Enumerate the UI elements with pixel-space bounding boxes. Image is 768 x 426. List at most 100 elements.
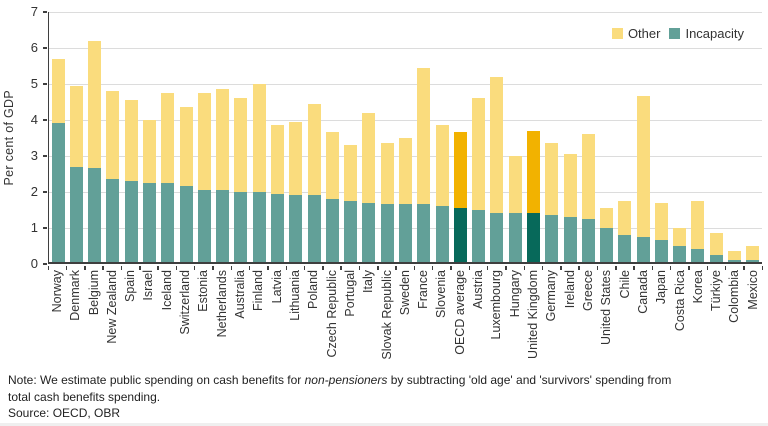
- x-label-latvia: Latvia: [269, 270, 284, 304]
- x-label-cell-oecd-average: OECD average: [451, 270, 469, 372]
- segment-incapacity-korea: [691, 249, 705, 262]
- x-label-cell-estonia: Estonia: [195, 270, 213, 372]
- x-label-korea: Korea: [690, 270, 705, 304]
- x-label-cell-luxembourg: Luxembourg: [488, 270, 506, 372]
- bar-slot-sweden: [396, 12, 414, 262]
- segment-incapacity-belgium: [88, 168, 102, 262]
- segment-other-slovak-republic: [380, 143, 394, 205]
- bar-slot-korea: [689, 12, 707, 262]
- segment-incapacity-estonia: [197, 190, 211, 262]
- x-label-cell-poland: Poland: [304, 270, 322, 372]
- x-tick-mark-33: [651, 266, 654, 270]
- bar-slot-lithuania: [287, 12, 305, 262]
- segment-incapacity-new-zealand: [106, 179, 120, 262]
- bar-slot-colombia: [725, 12, 743, 262]
- x-tick-mark-11: [248, 266, 251, 270]
- y-tick-mark-3: [43, 155, 47, 157]
- bar-t-rkiye: [709, 233, 723, 262]
- x-label-netherlands: Netherlands: [214, 270, 229, 338]
- x-tick-mark-1: [65, 266, 68, 270]
- x-label-cell-norway: Norway: [48, 270, 66, 372]
- segment-other-ireland: [563, 154, 577, 217]
- y-tick-label-5: 5: [30, 76, 38, 91]
- segment-other-t-rkiye: [709, 233, 723, 255]
- x-label-israel: Israel: [141, 270, 156, 301]
- bar-slot-belgium: [86, 12, 104, 262]
- legend-swatch-incapacity-icon: [669, 28, 681, 39]
- x-label-cell-france: France: [414, 270, 432, 372]
- x-label-cell-united-kingdom: United Kingdom: [524, 270, 542, 372]
- legend-label-other: Other: [627, 26, 661, 41]
- bar-austria: [472, 98, 486, 262]
- x-tick-mark-21: [431, 266, 434, 270]
- bar-latvia: [271, 125, 285, 262]
- x-label-cell-sweden: Sweden: [396, 270, 414, 372]
- x-label-finland: Finland: [251, 270, 266, 311]
- segment-incapacity-chile: [618, 235, 632, 262]
- segment-other-portugal: [344, 145, 358, 201]
- gridline-6: [49, 48, 762, 49]
- segment-incapacity-france: [417, 204, 431, 262]
- segment-incapacity-switzerland: [179, 186, 193, 262]
- bar-slot-mexico: [744, 12, 762, 262]
- segment-other-norway: [51, 58, 65, 124]
- x-label-cell-hungary: Hungary: [506, 270, 524, 372]
- segment-incapacity-costa-rica: [673, 245, 687, 262]
- x-tick-mark-37: [724, 266, 727, 270]
- segment-other-luxembourg: [490, 76, 504, 214]
- x-label-oecd-average: OECD average: [452, 270, 467, 355]
- bar-france: [417, 67, 431, 262]
- bar-colombia: [728, 251, 742, 262]
- segment-incapacity-t-rkiye: [709, 254, 723, 262]
- segment-incapacity-slovenia: [435, 206, 449, 262]
- legend-item-other: Other: [611, 26, 661, 41]
- segment-other-estonia: [197, 92, 211, 190]
- legend-swatch-other-icon: [611, 28, 623, 39]
- x-label-cell-portugal: Portugal: [341, 270, 359, 372]
- bar-slot-new-zealand: [104, 12, 122, 262]
- segment-other-spain: [124, 100, 138, 181]
- plot-area: Other Incapacity: [48, 12, 762, 264]
- x-label-greece: Greece: [580, 270, 595, 311]
- x-label-cell-australia: Australia: [231, 270, 249, 372]
- segment-incapacity-united-states: [600, 227, 614, 262]
- segment-incapacity-lithuania: [289, 195, 303, 262]
- segment-other-france: [417, 67, 431, 205]
- x-tick-mark-19: [395, 266, 397, 270]
- bottom-edge-strip: [0, 423, 768, 426]
- bar-slot-slovak-republic: [378, 12, 396, 262]
- bar-oecd-average: [453, 132, 467, 262]
- x-label-luxembourg: Luxembourg: [489, 270, 504, 340]
- bar-slot-chile: [616, 12, 634, 262]
- x-tick-mark-29: [578, 266, 580, 270]
- segment-incapacity-denmark: [69, 166, 83, 262]
- bar-portugal: [344, 145, 358, 262]
- gridline-4: [49, 120, 762, 121]
- segment-incapacity-norway: [51, 123, 65, 262]
- bar-slot-ireland: [561, 12, 579, 262]
- segment-incapacity-spain: [124, 181, 138, 262]
- bar-lithuania: [289, 121, 303, 262]
- bar-japan: [654, 202, 668, 262]
- bar-belgium: [88, 40, 102, 262]
- x-label-japan: Japan: [654, 270, 669, 305]
- bar-luxembourg: [490, 76, 504, 262]
- x-label-hungary: Hungary: [507, 270, 522, 318]
- y-tick-label-3: 3: [30, 148, 38, 163]
- segment-other-colombia: [728, 251, 742, 261]
- x-label-cell-belgium: Belgium: [85, 270, 103, 372]
- bar-slot-japan: [652, 12, 670, 262]
- bar-slot-united-kingdom: [524, 12, 542, 262]
- x-tick-mark-14: [303, 266, 306, 270]
- bar-slot-greece: [579, 12, 597, 262]
- x-label-united-kingdom: United Kingdom: [526, 270, 541, 359]
- bar-estonia: [197, 92, 211, 262]
- segment-incapacity-japan: [654, 240, 668, 262]
- x-label-chile: Chile: [617, 270, 632, 299]
- segment-other-poland: [307, 103, 321, 196]
- segment-other-slovenia: [435, 125, 449, 207]
- x-label-cell-slovak-republic: Slovak Republic: [378, 270, 396, 372]
- y-tick-mark-5: [43, 83, 47, 85]
- y-tick-label-1: 1: [30, 220, 38, 235]
- segment-other-latvia: [271, 125, 285, 194]
